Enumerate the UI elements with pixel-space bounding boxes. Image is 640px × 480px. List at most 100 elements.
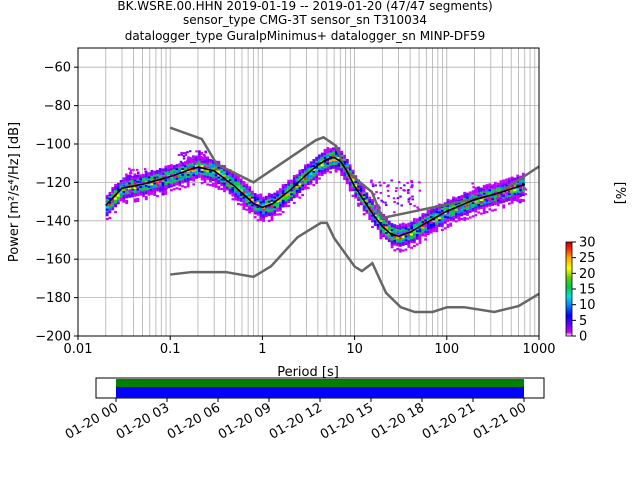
pdf-cell (410, 221, 413, 224)
pdf-cell (270, 214, 274, 218)
pdf-cell (309, 161, 313, 164)
pdf-cell (298, 169, 302, 172)
pdf-scatter-cell (123, 178, 126, 181)
pdf-scatter-cell (190, 160, 193, 163)
pdf-cell (312, 160, 316, 164)
pdf-cell (309, 182, 313, 185)
pdf-cell (136, 192, 140, 195)
pdf-scatter-cell (165, 187, 168, 190)
pdf-cell (309, 174, 313, 178)
pdf-cell (290, 196, 293, 200)
pdf-cell (365, 211, 369, 214)
pdf-cell (122, 198, 126, 201)
pdf-cell (443, 217, 447, 220)
pdf-cell (270, 212, 274, 216)
pdf-scatter-cell (513, 198, 517, 201)
pdf-cell (105, 206, 109, 209)
pdf-cell (357, 189, 360, 192)
pdf-cell (158, 180, 162, 183)
pdf-scatter-cell (375, 191, 378, 194)
pdf-cell (270, 201, 274, 204)
pdf-cell (242, 207, 246, 211)
pdf-cell (505, 180, 508, 183)
pdf-cell (164, 169, 168, 172)
pdf-cell (407, 224, 411, 227)
pdf-cell (248, 197, 251, 200)
pdf-cell (128, 176, 131, 179)
pdf-cell (348, 170, 352, 173)
pdf-cell (203, 180, 207, 183)
pdf-cell (281, 211, 285, 214)
pdf-cell (519, 192, 522, 196)
pdf-cell (153, 182, 157, 185)
pdf-cell (432, 223, 436, 227)
pdf-scatter-cell (488, 183, 492, 186)
pdf-cell (362, 188, 366, 191)
pdf-cell (320, 169, 324, 173)
pdf-cell (237, 183, 240, 186)
pdf-cell (147, 178, 151, 181)
pdf-cell (510, 199, 514, 202)
time-tick-label: 01-21 00 (471, 400, 529, 442)
pdf-cell (253, 193, 257, 196)
pdf-cell (516, 197, 520, 200)
pdf-cell (192, 164, 196, 167)
pdf-cell (239, 193, 243, 197)
pdf-cell (108, 216, 112, 220)
pdf-cell (259, 193, 263, 196)
pdf-cell (466, 206, 469, 209)
pdf-cell (136, 197, 140, 201)
pdf-cell (348, 187, 352, 190)
pdf-scatter-cell (128, 189, 132, 192)
pdf-scatter-cell (473, 189, 477, 192)
pdf-cell (292, 174, 296, 178)
pdf-cell (438, 209, 441, 212)
pdf-cell (200, 170, 204, 173)
pdf-cell (368, 206, 372, 209)
pdf-cell (340, 164, 344, 167)
pdf-cell (351, 194, 355, 197)
pdf-cell (284, 189, 288, 192)
pdf-cell (507, 179, 511, 182)
pdf-cell (164, 184, 168, 188)
pdf-cell (415, 224, 419, 227)
pdf-cell (385, 218, 388, 221)
pdf-cell (477, 201, 481, 204)
pdf-cell (130, 195, 134, 198)
pdf-cell (357, 185, 360, 188)
pdf-cell (345, 164, 349, 167)
pdf-cell (253, 210, 257, 213)
pdf-cell (206, 171, 210, 175)
pdf-cell (242, 205, 246, 209)
pdf-cell (491, 188, 494, 191)
pdf-cell (276, 200, 279, 203)
pdf-cell (164, 173, 168, 176)
pdf-scatter-cell (500, 198, 503, 201)
pdf-cell (401, 232, 405, 235)
pdf-cell (348, 164, 352, 167)
pdf-cell (142, 179, 145, 182)
pdf-cell (248, 201, 251, 204)
pdf-scatter-cell (135, 185, 138, 188)
pdf-cell (250, 198, 254, 201)
pdf-scatter-cell (199, 156, 202, 159)
pdf-scatter-cell (380, 199, 383, 202)
pdf-scatter-cell (144, 170, 147, 173)
pdf-cell (133, 190, 137, 193)
pdf-cell (186, 164, 190, 167)
pdf-cell (192, 171, 196, 174)
pdf-cell (150, 192, 154, 195)
pdf-cell (482, 202, 486, 205)
pdf-scatter-cell (524, 188, 527, 191)
pdf-cell (161, 176, 165, 179)
pdf-cell (418, 218, 422, 221)
pdf-cell (507, 192, 511, 196)
pdf-cell (273, 207, 277, 211)
pdf-cell (468, 191, 472, 194)
pdf-cell (186, 179, 190, 182)
pdf-cell (312, 170, 316, 173)
pdf-cell (276, 205, 279, 208)
pdf-cell (480, 202, 483, 206)
pdf-cell (315, 172, 319, 175)
pdf-cell (214, 174, 218, 177)
